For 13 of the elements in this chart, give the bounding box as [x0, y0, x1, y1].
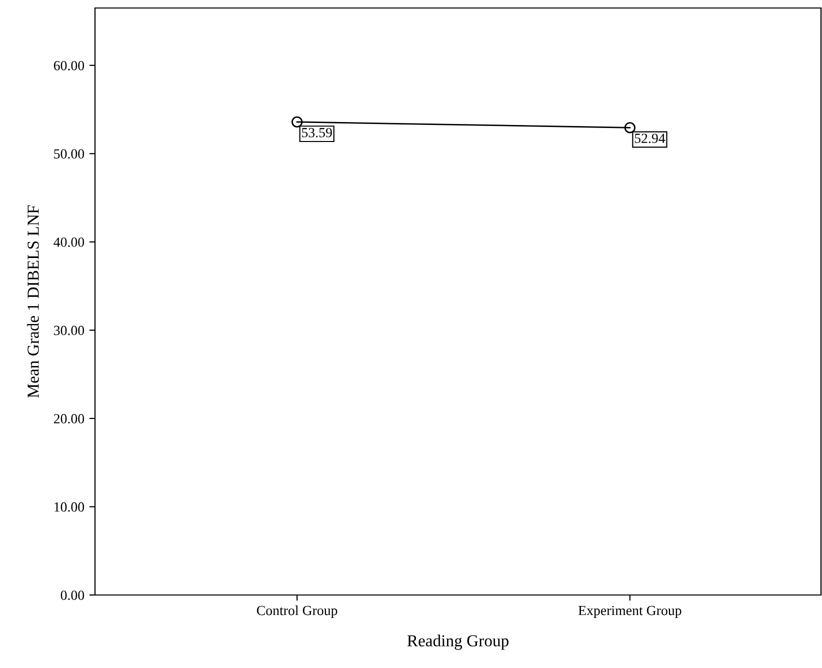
y-axis-title: Mean Grade 1 DIBELS LNF: [27, 205, 39, 398]
y-tick-label: 20.00: [54, 414, 84, 424]
data-label: 53.59: [302, 128, 332, 138]
x-tick-label: Control Group: [256, 605, 338, 618]
x-axis-title: Reading Group: [407, 634, 508, 650]
y-tick-label: 10.00: [54, 502, 84, 512]
y-tick-label: 60.00: [54, 60, 84, 70]
y-tick-label: 30.00: [54, 326, 84, 336]
y-tick-label: 40.00: [54, 238, 84, 247]
x-tick-label: Experiment Group: [578, 606, 682, 618]
y-tick-label: 50.00: [54, 149, 84, 159]
y-tick-label: 0.00: [60, 590, 84, 600]
data-label: 52.94: [634, 134, 666, 144]
